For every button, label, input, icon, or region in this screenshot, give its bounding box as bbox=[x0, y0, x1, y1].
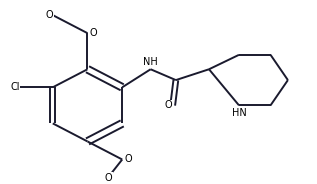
Text: NH: NH bbox=[143, 57, 158, 67]
Text: O: O bbox=[90, 28, 98, 38]
Text: Cl: Cl bbox=[10, 82, 20, 92]
Text: O: O bbox=[104, 173, 112, 183]
Text: HN: HN bbox=[232, 108, 246, 118]
Text: O: O bbox=[45, 10, 53, 20]
Text: O: O bbox=[165, 100, 172, 110]
Text: O: O bbox=[125, 155, 132, 164]
